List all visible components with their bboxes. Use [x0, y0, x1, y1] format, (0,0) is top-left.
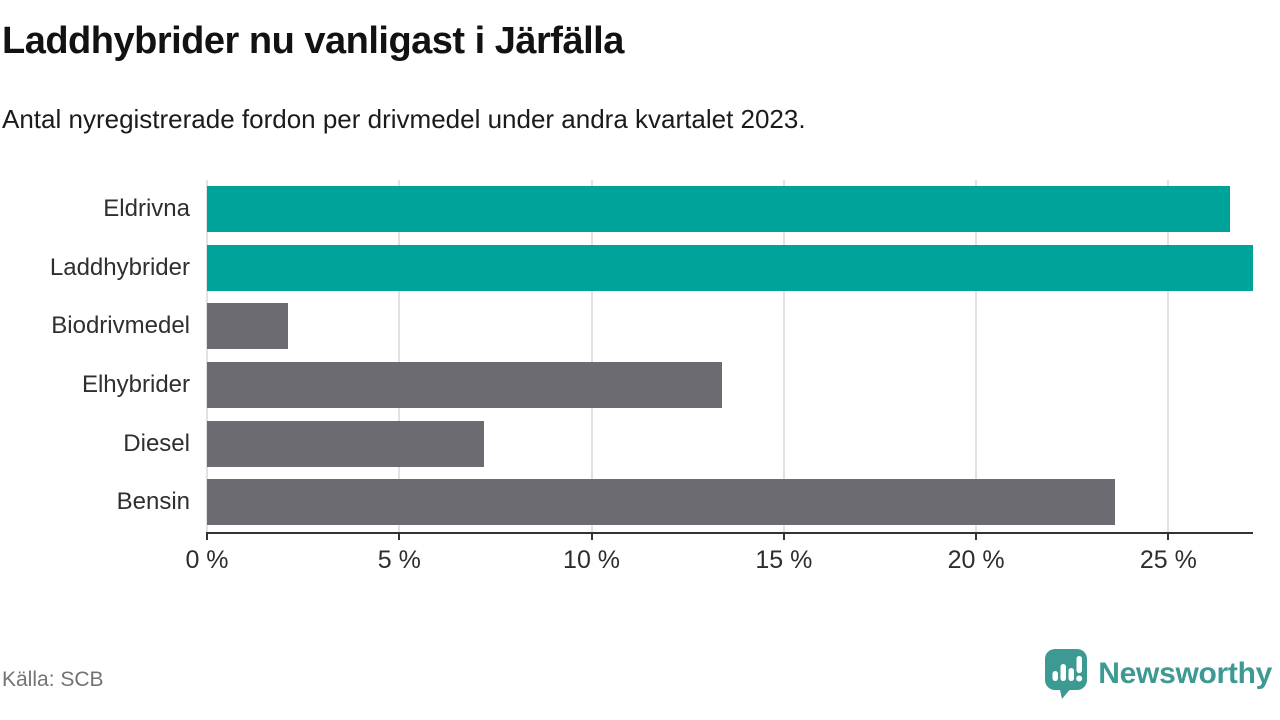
x-tick-label: 25 % — [1139, 546, 1197, 574]
category-label: Laddhybrider — [49, 253, 190, 281]
bar-biodrivmedel — [207, 303, 288, 350]
bar-row: Laddhybrider — [50, 244, 1253, 291]
bar-bensin — [207, 479, 1115, 526]
category-label: Biodrivmedel — [51, 312, 190, 340]
bar-eldrivna — [207, 186, 1230, 232]
gridline-15 — [782, 180, 785, 532]
source-text: Källa: SCB — [2, 668, 104, 691]
bar-row: Eldrivna — [103, 186, 1253, 232]
page-title: Laddhybrider nu vanligast i Järfälla — [2, 20, 624, 62]
newsworthy-speech-bubble-chart-icon — [1045, 649, 1088, 699]
x-axis-tick — [206, 532, 208, 540]
gridline-0 — [206, 180, 208, 532]
gridline-10 — [590, 180, 593, 532]
bar-laddhybrider — [207, 244, 1253, 291]
bar-diesel — [207, 420, 484, 467]
category-label: Bensin — [116, 488, 190, 516]
gridline-25 — [1167, 180, 1170, 532]
bar-elhybrider — [207, 362, 723, 408]
x-axis-tick — [590, 532, 593, 540]
brand-name: Newsworthy — [1098, 657, 1272, 690]
gridline-5 — [398, 180, 401, 532]
category-label: Elhybrider — [81, 371, 190, 398]
x-tick-label: 20 % — [947, 546, 1005, 574]
x-axis-tick — [975, 532, 978, 540]
bar-row: Diesel — [123, 420, 1253, 467]
brand-logo: Newsworthy — [1043, 648, 1272, 700]
x-axis-tick — [782, 532, 785, 540]
x-tick-label: 5 % — [377, 546, 421, 574]
bar-row: Bensin — [117, 479, 1253, 526]
x-tick-label: 0 % — [185, 546, 229, 574]
x-tick-label: 10 % — [563, 546, 621, 574]
category-label: Eldrivna — [103, 195, 190, 222]
page-subtitle: Antal nyregistrerade fordon per drivmede… — [2, 104, 806, 134]
category-label: Diesel — [123, 429, 190, 457]
x-axis-tick — [398, 532, 401, 540]
x-axis-line — [207, 531, 1253, 534]
x-tick-label: 15 % — [755, 546, 813, 574]
plot-area: Eldrivna Laddhybrider Biodrivmedel Elhybrid… — [50, 180, 1253, 574]
bar-row: Biodrivmedel — [51, 303, 1253, 350]
x-axis-tick — [1167, 532, 1170, 540]
bar-row: Elhybrider — [82, 362, 1253, 408]
gridline-20 — [975, 180, 978, 532]
